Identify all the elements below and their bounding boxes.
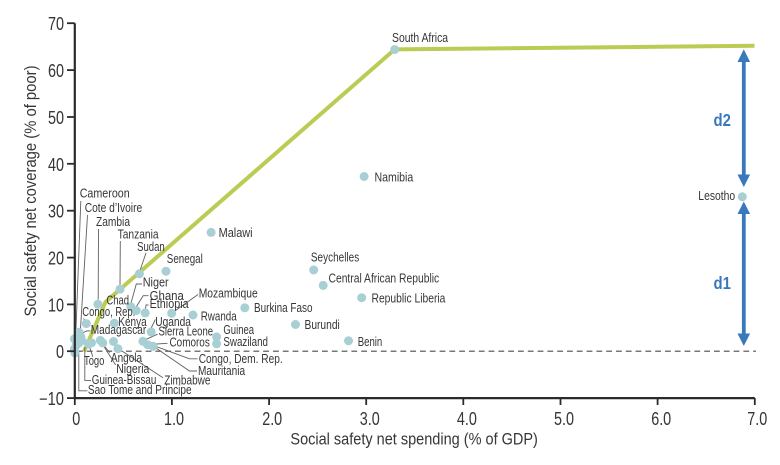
svg-text:Benin: Benin [358, 335, 383, 349]
svg-text:Social safety net coverage (%: Social safety net coverage (% of poor) [21, 66, 40, 317]
svg-text:Malawi: Malawi [219, 226, 253, 240]
svg-text:0: 0 [72, 409, 80, 429]
svg-text:Zambia: Zambia [96, 215, 130, 229]
svg-text:20: 20 [48, 249, 64, 269]
svg-text:Sudan: Sudan [137, 240, 165, 254]
svg-text:Ghana: Ghana [150, 289, 184, 303]
svg-text:Sierra Leone: Sierra Leone [159, 325, 214, 339]
svg-text:0: 0 [56, 342, 64, 362]
svg-text:Uganda: Uganda [155, 315, 191, 329]
svg-text:1.0: 1.0 [164, 409, 184, 429]
svg-text:Guinea-Bissau: Guinea-Bissau [92, 373, 157, 387]
svg-text:Republic Liberia: Republic Liberia [372, 292, 446, 306]
svg-text:Lesotho: Lesotho [698, 189, 735, 203]
svg-text:70: 70 [48, 14, 64, 34]
svg-text:Cameroon: Cameroon [80, 187, 130, 201]
svg-text:Senegal: Senegal [167, 252, 203, 266]
svg-text:2.0: 2.0 [262, 409, 282, 429]
svg-text:Swaziland: Swaziland [223, 335, 268, 349]
svg-text:Cote d’Ivoire: Cote d’Ivoire [85, 201, 143, 215]
svg-text:7.0: 7.0 [747, 409, 767, 429]
svg-text:Mozambique: Mozambique [199, 287, 258, 301]
svg-text:Guinea: Guinea [223, 323, 254, 337]
svg-text:Congo, Rep.: Congo, Rep. [82, 305, 135, 319]
svg-text:60: 60 [48, 61, 64, 81]
svg-text:−10: −10 [39, 389, 64, 409]
svg-text:5.0: 5.0 [554, 409, 574, 429]
svg-text:Chad: Chad [106, 293, 129, 307]
svg-text:Kenya: Kenya [118, 315, 146, 329]
svg-text:Seychelles: Seychelles [311, 250, 359, 264]
svg-text:Burkina Faso: Burkina Faso [254, 301, 313, 315]
svg-text:40: 40 [48, 155, 64, 175]
svg-text:Sao Tome and Principe: Sao Tome and Principe [88, 383, 192, 397]
svg-text:Angola: Angola [111, 351, 142, 365]
svg-text:d2: d2 [714, 110, 732, 130]
svg-text:3.0: 3.0 [360, 409, 380, 429]
svg-text:30: 30 [48, 202, 64, 222]
svg-text:Rwanda: Rwanda [201, 310, 237, 324]
svg-text:Comoros: Comoros [170, 335, 210, 349]
svg-text:Mauritania: Mauritania [198, 364, 245, 378]
svg-text:10: 10 [48, 295, 64, 315]
svg-text:Burundi: Burundi [305, 318, 340, 332]
svg-text:d1: d1 [714, 273, 732, 293]
svg-text:Congo, Dem. Rep.: Congo, Dem. Rep. [199, 352, 283, 366]
svg-text:Central African Republic: Central African Republic [329, 272, 440, 286]
svg-text:4.0: 4.0 [457, 409, 477, 429]
svg-text:6.0: 6.0 [651, 409, 671, 429]
svg-text:Namibia: Namibia [375, 171, 414, 185]
svg-text:Nigeria: Nigeria [116, 362, 149, 376]
svg-text:Social safety net spending (%: Social safety net spending (% of GDP) [290, 430, 538, 449]
svg-text:Niger: Niger [143, 275, 169, 289]
svg-text:Togo: Togo [84, 354, 104, 368]
svg-text:50: 50 [48, 108, 64, 128]
svg-text:South Africa: South Africa [392, 31, 448, 45]
svg-text:Ethiopia: Ethiopia [150, 297, 189, 311]
svg-text:Madagascar: Madagascar [91, 323, 146, 337]
svg-text:Zimbabwe: Zimbabwe [164, 373, 210, 387]
svg-text:Tanzania: Tanzania [118, 228, 159, 242]
